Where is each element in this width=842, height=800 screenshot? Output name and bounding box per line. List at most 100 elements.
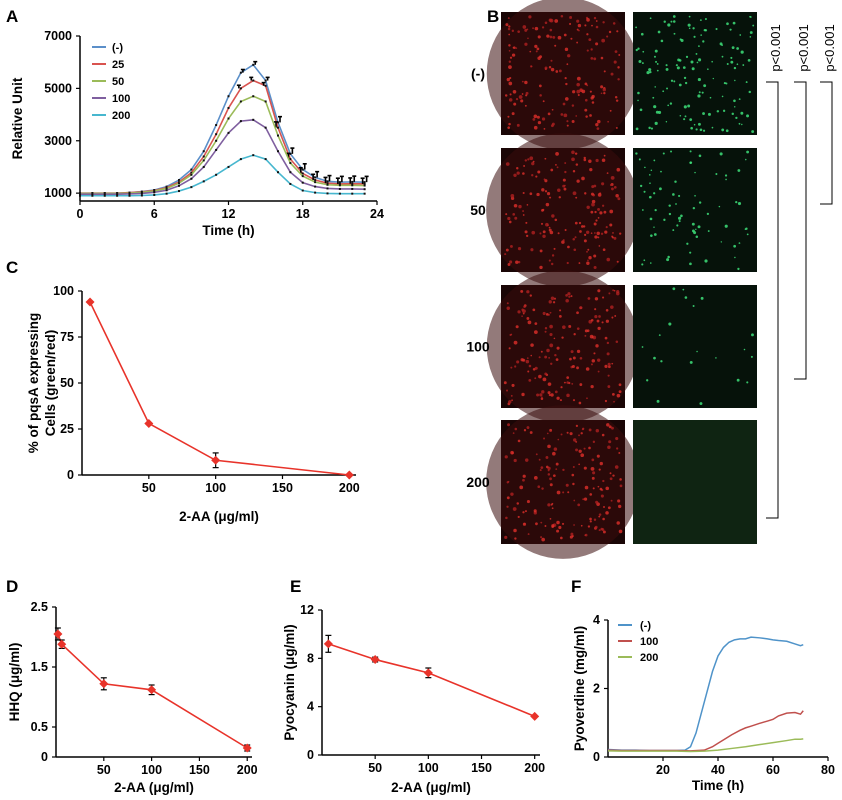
- d-point: [53, 629, 63, 639]
- green-cell: [704, 18, 707, 21]
- green-cell: [691, 67, 695, 71]
- green-cell: [686, 242, 689, 245]
- f-x-axis-label: Time (h): [692, 778, 744, 793]
- green-cell: [712, 77, 715, 80]
- green-cell: [741, 123, 743, 126]
- green-cell: [709, 96, 712, 99]
- red-cell: [570, 350, 574, 354]
- red-cell: [569, 432, 573, 436]
- red-cell: [551, 507, 554, 510]
- red-cell: [513, 340, 518, 345]
- red-cell: [601, 433, 605, 437]
- red-cell: [569, 357, 572, 361]
- a-point: [264, 84, 267, 87]
- red-cell: [545, 222, 549, 227]
- red-cell: [510, 394, 513, 397]
- green-cell: [638, 158, 641, 161]
- red-cell: [618, 451, 621, 454]
- green-cell: [698, 91, 701, 94]
- red-cell: [554, 390, 558, 394]
- green-cell: [648, 174, 651, 176]
- red-cell: [515, 260, 519, 264]
- red-cell: [576, 82, 580, 87]
- e-y-axis-label: Pyocyanin (μg/ml): [282, 624, 297, 740]
- green-cell: [736, 378, 740, 382]
- a-series-line: [80, 118, 365, 195]
- red-cell: [535, 522, 538, 526]
- red-cell: [563, 381, 566, 384]
- red-cell: [540, 521, 543, 524]
- green-cell: [672, 193, 675, 196]
- red-cell: [511, 383, 515, 387]
- green-cell: [655, 60, 658, 63]
- red-cell: [560, 536, 563, 540]
- a-point: [301, 172, 304, 175]
- red-cell: [555, 468, 558, 470]
- red-cell: [602, 87, 606, 92]
- red-cell: [604, 399, 608, 403]
- green-cell: [641, 62, 644, 64]
- red-cell: [602, 296, 605, 299]
- a-point: [289, 162, 292, 165]
- red-cell: [525, 458, 529, 462]
- red-cell: [583, 239, 587, 243]
- green-cell: [665, 121, 668, 123]
- f-series-line: [607, 738, 804, 753]
- green-cell: [675, 64, 678, 67]
- green-cell: [687, 104, 691, 108]
- red-cell: [507, 27, 511, 31]
- red-cell: [517, 310, 521, 314]
- red-cell: [550, 67, 555, 72]
- red-cell: [530, 343, 534, 347]
- green-cell: [735, 200, 738, 204]
- red-cell: [602, 21, 605, 24]
- red-cell: [585, 367, 590, 371]
- red-cell: [506, 481, 509, 484]
- a-point: [165, 192, 168, 195]
- a-point: [103, 194, 106, 197]
- red-cell: [594, 297, 599, 301]
- red-cell: [572, 399, 576, 402]
- red-cell: [576, 366, 579, 370]
- green-cell: [702, 112, 705, 115]
- red-cell: [565, 483, 569, 487]
- green-cell: [752, 24, 755, 27]
- red-cell: [551, 214, 555, 218]
- red-cell: [544, 21, 548, 25]
- red-cell: [600, 56, 604, 60]
- green-cell: [723, 81, 726, 85]
- red-cell: [583, 447, 586, 450]
- red-cell: [525, 234, 529, 238]
- green-cell: [635, 48, 638, 52]
- green-cell: [746, 150, 750, 154]
- a-point: [140, 194, 143, 197]
- red-cell: [616, 447, 619, 450]
- red-cell: [601, 528, 605, 531]
- green-cell: [679, 114, 682, 117]
- red-cell: [566, 431, 569, 434]
- red-cell: [618, 54, 621, 56]
- a-point: [239, 158, 242, 161]
- red-cell: [506, 77, 510, 82]
- red-cell: [586, 250, 588, 253]
- green-cell: [656, 399, 660, 403]
- red-cell: [590, 385, 594, 389]
- red-cell: [604, 336, 608, 340]
- red-cell: [579, 230, 582, 233]
- red-cell: [505, 248, 509, 252]
- a-point: [202, 159, 205, 162]
- f-x-tick-label: 40: [711, 763, 725, 777]
- green-cell: [693, 35, 696, 38]
- red-cell: [544, 525, 547, 527]
- d-y-tick-label: 1.5: [31, 660, 48, 674]
- red-cell: [515, 325, 519, 329]
- a-point: [277, 126, 279, 129]
- red-cell: [535, 175, 538, 178]
- red-cell: [591, 24, 593, 27]
- red-cell: [588, 159, 592, 163]
- red-cell: [505, 516, 508, 520]
- green-cell: [733, 99, 736, 103]
- red-cell: [595, 500, 599, 504]
- red-cell: [554, 19, 559, 23]
- green-cell: [677, 58, 681, 62]
